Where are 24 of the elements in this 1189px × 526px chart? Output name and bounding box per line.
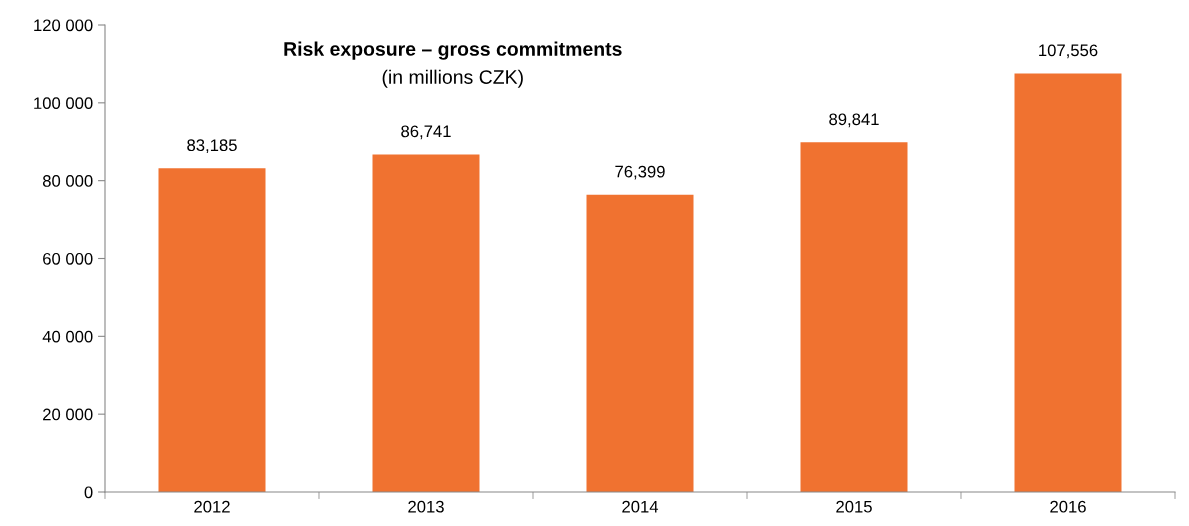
data-label: 86,741 [401,125,451,140]
x-tick-label: 2016 [1050,500,1086,513]
data-label: 76,399 [615,165,665,180]
bar [800,142,908,492]
y-tick-label: 20 000 [43,408,93,421]
bar [158,168,266,492]
x-tick-label: 2015 [836,500,872,513]
text: Risk exposure – gross commitments [284,41,622,60]
text: (in millions CZK) [382,69,523,88]
data-label: 107,556 [1039,44,1098,59]
y-tick-label: 0 [84,486,93,499]
bar [372,154,480,492]
bar [1014,73,1122,492]
y-tick-label: 80 000 [42,175,93,187]
y-tick-label: 120 000 [34,19,93,32]
bar [586,194,694,492]
data-label: 83,185 [187,139,237,154]
x-tick-label: 2014 [622,500,659,513]
x-tick-label: 2013 [408,500,444,513]
y-tick-label: 60 000 [43,252,93,265]
y-tick-label: 40 000 [42,330,93,343]
y-tick-label: 100 000 [34,97,93,110]
data-label: 89,841 [829,113,879,128]
x-tick-label: 2012 [194,500,230,513]
